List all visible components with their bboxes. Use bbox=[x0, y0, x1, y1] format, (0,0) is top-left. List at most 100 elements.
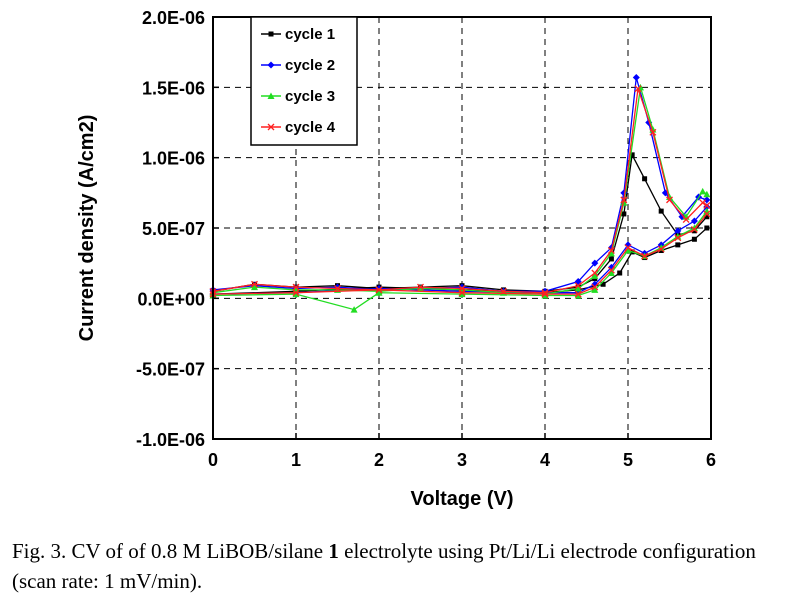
axis-ticks: 0 1 2 3 4 5 6 -1.0E-06 -5.0E-07 0.0E+00 5.0E-07 1.0… bbox=[136, 8, 716, 470]
x-tick-label: 6 bbox=[706, 450, 716, 470]
legend-label: cycle 3 bbox=[285, 88, 335, 105]
data-point bbox=[634, 85, 642, 93]
data-point bbox=[267, 61, 275, 69]
data-point bbox=[703, 196, 711, 204]
data-point bbox=[417, 283, 424, 291]
legend-item: cycle 1 bbox=[261, 26, 335, 43]
data-point bbox=[268, 31, 274, 37]
y-tick-label: 1.0E-06 bbox=[142, 149, 205, 169]
data-point bbox=[292, 290, 300, 298]
data-point bbox=[657, 244, 665, 251]
data-point bbox=[704, 225, 710, 231]
data-point bbox=[574, 290, 582, 298]
data-point bbox=[617, 270, 623, 276]
data-point bbox=[624, 244, 632, 252]
data-point bbox=[458, 290, 466, 298]
data-point bbox=[541, 290, 549, 298]
data-point bbox=[500, 289, 507, 296]
data-point bbox=[632, 73, 640, 81]
data-point bbox=[690, 217, 698, 225]
series-line bbox=[212, 152, 708, 292]
data-point bbox=[641, 252, 649, 260]
data-point bbox=[675, 242, 681, 248]
data-point bbox=[607, 269, 615, 277]
data-point bbox=[703, 190, 711, 198]
x-tick-label: 2 bbox=[374, 450, 384, 470]
series-line bbox=[212, 227, 708, 295]
legend-item: cycle 4 bbox=[261, 119, 336, 136]
data-point bbox=[607, 266, 615, 274]
y-axis-title: Current density (A/cm2) bbox=[76, 115, 98, 342]
data-point bbox=[267, 123, 275, 131]
cv-chart: 0 1 2 3 4 5 6 -1.0E-06 -5.0E-07 0.0E+00 5.0E-07 1.0… bbox=[76, 8, 716, 510]
legend-label: cycle 2 bbox=[285, 57, 335, 74]
data-point bbox=[458, 289, 466, 297]
data-point bbox=[251, 283, 258, 291]
data-point bbox=[690, 225, 698, 233]
series-line bbox=[212, 213, 708, 295]
caption-suffix: electrolyte using Pt/Li/Li electrode con… bbox=[12, 539, 756, 593]
data-point bbox=[292, 283, 300, 291]
legend-label: cycle 4 bbox=[285, 119, 336, 136]
x-tick-label: 4 bbox=[540, 450, 550, 470]
data-point bbox=[375, 286, 383, 294]
data-point bbox=[574, 284, 582, 292]
data-point bbox=[591, 286, 599, 293]
series-cycle-1 bbox=[210, 152, 710, 297]
data-point bbox=[607, 247, 615, 254]
caption-bold-number: 1 bbox=[328, 539, 339, 563]
y-tick-label: 0.0E+00 bbox=[137, 289, 205, 309]
series-cycle-4 bbox=[209, 85, 711, 298]
x-tick-label: 3 bbox=[457, 450, 467, 470]
data-point bbox=[624, 247, 632, 254]
x-tick-label: 5 bbox=[623, 450, 633, 470]
series-cycle-3 bbox=[209, 83, 711, 313]
legend-box bbox=[250, 16, 358, 146]
data-point bbox=[607, 249, 615, 257]
x-axis-title: Voltage (V) bbox=[411, 488, 514, 510]
data-point bbox=[375, 289, 383, 296]
data-point bbox=[674, 234, 682, 242]
data-point bbox=[703, 210, 711, 218]
data-point bbox=[541, 292, 549, 299]
data-point bbox=[690, 224, 698, 231]
data-point bbox=[608, 256, 614, 262]
series-layer bbox=[209, 73, 711, 313]
data-point bbox=[574, 292, 582, 299]
data-point bbox=[703, 202, 711, 209]
data-point bbox=[704, 214, 710, 220]
data-point bbox=[629, 152, 635, 158]
data-point bbox=[350, 306, 358, 313]
data-point bbox=[267, 92, 275, 99]
data-point bbox=[591, 259, 599, 267]
legend: cycle 1 cycle 2 cycle 3 cycle 4 bbox=[250, 16, 358, 146]
data-point bbox=[591, 269, 599, 277]
x-tick-label: 1 bbox=[291, 450, 301, 470]
data-point bbox=[658, 208, 664, 214]
data-point bbox=[674, 227, 682, 235]
data-point bbox=[674, 232, 682, 240]
data-point bbox=[682, 216, 690, 224]
legend-item: cycle 3 bbox=[261, 88, 335, 105]
data-point bbox=[591, 272, 599, 279]
data-point bbox=[691, 236, 697, 242]
caption-prefix: Fig. 3. CV of of 0.8 M LiBOB/silane bbox=[12, 539, 329, 563]
data-point bbox=[600, 281, 606, 287]
y-tick-label: -5.0E-07 bbox=[136, 360, 205, 380]
legend-label: cycle 1 bbox=[285, 26, 335, 43]
y-tick-label: 5.0E-07 bbox=[142, 219, 205, 239]
y-tick-label: 1.5E-06 bbox=[142, 78, 205, 98]
data-point bbox=[620, 196, 628, 204]
data-point bbox=[649, 128, 657, 136]
y-tick-label: -1.0E-06 bbox=[136, 430, 205, 450]
legend-item: cycle 2 bbox=[261, 57, 335, 74]
data-point bbox=[251, 280, 258, 288]
data-point bbox=[621, 211, 627, 217]
y-tick-label: 2.0E-06 bbox=[142, 8, 205, 28]
data-point bbox=[334, 285, 341, 292]
data-point bbox=[699, 199, 707, 207]
figure-caption: Fig. 3. CV of of 0.8 M LiBOB/silane 1 el… bbox=[12, 536, 782, 596]
data-point bbox=[657, 245, 665, 253]
x-tick-label: 0 bbox=[208, 450, 218, 470]
data-point bbox=[591, 283, 599, 291]
